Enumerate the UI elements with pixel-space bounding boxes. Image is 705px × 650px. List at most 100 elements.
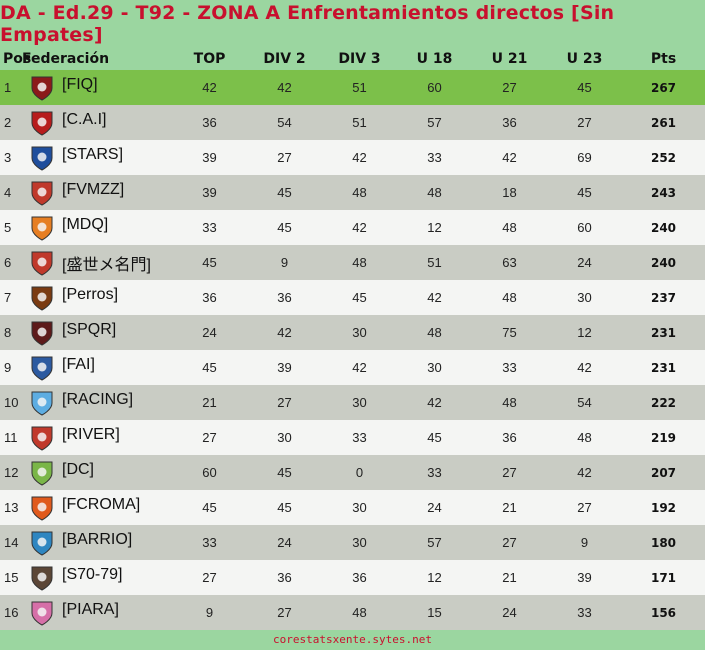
roma-crest-icon [31, 496, 53, 521]
score-u21: 21 [502, 500, 517, 515]
score-top: 45 [202, 360, 217, 375]
team-logo-cell [22, 70, 62, 105]
header-pos: Pos [3, 51, 32, 67]
score-div3: 45 [352, 290, 367, 305]
score-top: 39 [202, 185, 217, 200]
score-u18: 12 [427, 220, 442, 235]
dc-logo-icon [31, 461, 53, 486]
position: 6 [4, 255, 12, 270]
score-div3: 48 [352, 605, 367, 620]
score-top: 45 [202, 500, 217, 515]
score-u21: 21 [502, 570, 517, 585]
header-pts: Pts [650, 51, 677, 67]
crest-icon [31, 216, 53, 241]
position: 14 [4, 535, 19, 550]
score-div3: 36 [352, 570, 367, 585]
federation-name: [PIARA] [62, 601, 119, 618]
score-div3: 30 [352, 535, 367, 550]
points: 243 [650, 185, 677, 200]
score-u23: 39 [577, 570, 592, 585]
table-row: 4 [FVMZZ] 39 45 48 48 18 45 243 [0, 175, 705, 210]
score-div3: 42 [352, 220, 367, 235]
score-div2: 45 [277, 185, 292, 200]
score-u21: 36 [502, 430, 517, 445]
pig-crest-icon [31, 601, 53, 626]
score-u23: 45 [577, 80, 592, 95]
table-row: 14 [BARRIO] 33 24 30 57 27 9 180 [0, 525, 705, 560]
header-top: TOP [193, 51, 226, 67]
score-u23: 45 [577, 185, 592, 200]
score-u23: 30 [577, 290, 592, 305]
score-div3: 51 [352, 115, 367, 130]
score-div3: 30 [352, 325, 367, 340]
score-top: 45 [202, 255, 217, 270]
team-logo-cell [22, 140, 62, 175]
score-u23: 27 [577, 500, 592, 515]
score-u18: 42 [427, 290, 442, 305]
score-u18: 30 [427, 360, 442, 375]
points: 180 [650, 535, 677, 550]
score-u18: 24 [427, 500, 442, 515]
score-u18: 48 [427, 325, 442, 340]
points: 219 [650, 430, 677, 445]
score-u21: 33 [502, 360, 517, 375]
score-u23: 27 [577, 115, 592, 130]
score-u21: 48 [502, 290, 517, 305]
round-crest-icon [31, 426, 53, 451]
score-div3: 48 [352, 255, 367, 270]
position: 15 [4, 570, 19, 585]
score-div2: 45 [277, 220, 292, 235]
page-title: DA - Ed.29 - T92 - ZONA A Enfrentamiento… [0, 2, 615, 46]
team-logo-cell [22, 490, 62, 525]
score-u18: 12 [427, 570, 442, 585]
score-u18: 42 [427, 395, 442, 410]
score-u18: 51 [427, 255, 442, 270]
fai-logo-icon [31, 356, 53, 381]
header-u21: U 21 [491, 51, 528, 67]
table-row: 3 [STARS] 39 27 42 33 42 69 252 [0, 140, 705, 175]
position: 9 [4, 360, 12, 375]
score-div3: 48 [352, 185, 367, 200]
dragon-crest-icon [31, 251, 53, 276]
team-logo-cell [22, 455, 62, 490]
team-logo-cell [22, 245, 62, 280]
score-u21: 63 [502, 255, 517, 270]
score-u23: 42 [577, 360, 592, 375]
team-logo-cell [22, 105, 62, 140]
score-u18: 57 [427, 535, 442, 550]
score-div3: 42 [352, 150, 367, 165]
team-logo-cell [22, 525, 62, 560]
team-logo-cell [22, 175, 62, 210]
table-row: 1 [FIQ] 42 42 51 60 27 45 267 [0, 70, 705, 105]
footer-link[interactable]: corestatsxente.sytes.net [273, 633, 432, 646]
position: 8 [4, 325, 12, 340]
points: 237 [650, 290, 677, 305]
score-u23: 54 [577, 395, 592, 410]
score-top: 42 [202, 80, 217, 95]
score-u23: 24 [577, 255, 592, 270]
table-row: 9 [FAI] 45 39 42 30 33 42 231 [0, 350, 705, 385]
team-logo-cell [22, 560, 62, 595]
score-div2: 45 [277, 500, 292, 515]
team-logo-cell [22, 420, 62, 455]
score-u18: 60 [427, 80, 442, 95]
standings-table: Pos Federación TOP DIV 2 DIV 3 U 18 U 21… [0, 48, 705, 630]
federation-name: [STARS] [62, 146, 124, 163]
score-div2: 45 [277, 465, 292, 480]
header-u18: U 18 [416, 51, 453, 67]
score-top: 33 [202, 535, 217, 550]
position: 4 [4, 185, 12, 200]
points: 240 [650, 255, 677, 270]
table-row: 6 [盛世メ名門] 45 9 48 51 63 24 240 [0, 245, 705, 280]
header-div2: DIV 2 [263, 51, 306, 67]
score-div3: 33 [352, 430, 367, 445]
mascot-icon [31, 181, 53, 206]
badge-icon [31, 111, 53, 136]
score-u18: 15 [427, 605, 442, 620]
score-u18: 33 [427, 150, 442, 165]
score-top: 33 [202, 220, 217, 235]
score-u21: 75 [502, 325, 517, 340]
table-row: 7 [Perros] 36 36 45 42 48 30 237 [0, 280, 705, 315]
table-row: 5 [MDQ] 33 45 42 12 48 60 240 [0, 210, 705, 245]
score-u18: 45 [427, 430, 442, 445]
